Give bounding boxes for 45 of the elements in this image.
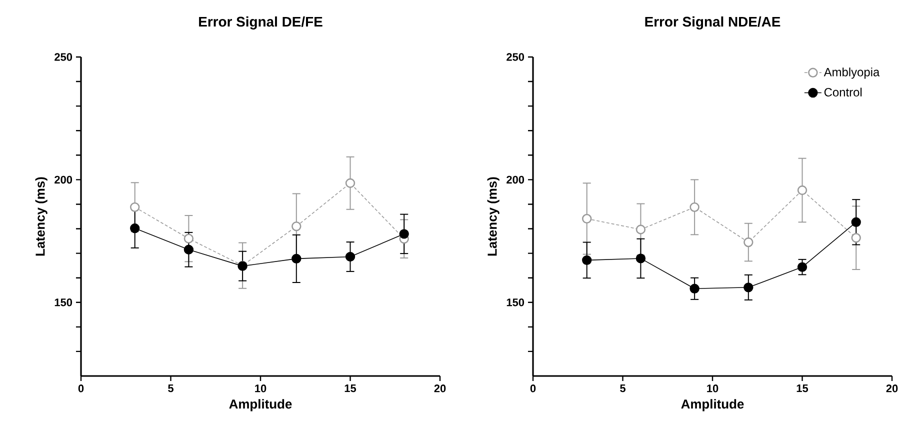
- point: [130, 202, 140, 212]
- point: [184, 234, 194, 244]
- x-axis-title: Amplitude: [681, 399, 744, 412]
- legend-label: Control: [824, 88, 862, 96]
- point: [744, 282, 754, 292]
- x-tick-label: 20: [886, 384, 898, 392]
- x-tick-label: 15: [344, 384, 356, 392]
- x-tick-label: 0: [530, 384, 536, 392]
- legend-label: Amblyopia: [824, 68, 880, 79]
- y-tick-label: 200: [54, 176, 72, 184]
- y-tick-label: 200: [506, 176, 524, 184]
- y-axis-title: Latency (ms): [35, 177, 48, 256]
- x-tick-label: 10: [707, 384, 718, 392]
- x-tick-label: 0: [78, 384, 84, 392]
- x-tick-label: 5: [168, 384, 174, 392]
- point: [851, 217, 861, 227]
- y-tick-label: 150: [54, 298, 72, 306]
- point: [345, 178, 356, 188]
- point: [636, 254, 646, 264]
- point: [292, 221, 302, 232]
- y-tick-label: 250: [506, 53, 524, 61]
- point: [797, 185, 808, 196]
- point: [582, 214, 592, 224]
- point: [130, 223, 140, 234]
- x-tick-label: 20: [434, 384, 446, 392]
- x-tick-label: 15: [796, 384, 808, 392]
- point: [690, 284, 700, 294]
- point: [582, 255, 592, 266]
- x-tick-label: 10: [255, 384, 266, 392]
- y-axis-title: Latency (ms): [487, 177, 500, 256]
- point: [690, 202, 700, 212]
- point: [345, 252, 356, 262]
- chart-title: Error Signal DE/FE: [199, 16, 322, 30]
- point: [292, 254, 302, 264]
- y-tick-label: 150: [506, 298, 524, 306]
- point: [636, 224, 646, 234]
- point: [744, 237, 754, 248]
- x-axis-title: Amplitude: [229, 399, 292, 412]
- x-tick-label: 5: [620, 384, 626, 392]
- point: [184, 244, 194, 254]
- point: [797, 262, 808, 272]
- point: [851, 233, 861, 243]
- y-tick-label: 250: [54, 53, 72, 61]
- chart-title: Error Signal NDE/AE: [645, 16, 780, 30]
- point: [399, 229, 409, 239]
